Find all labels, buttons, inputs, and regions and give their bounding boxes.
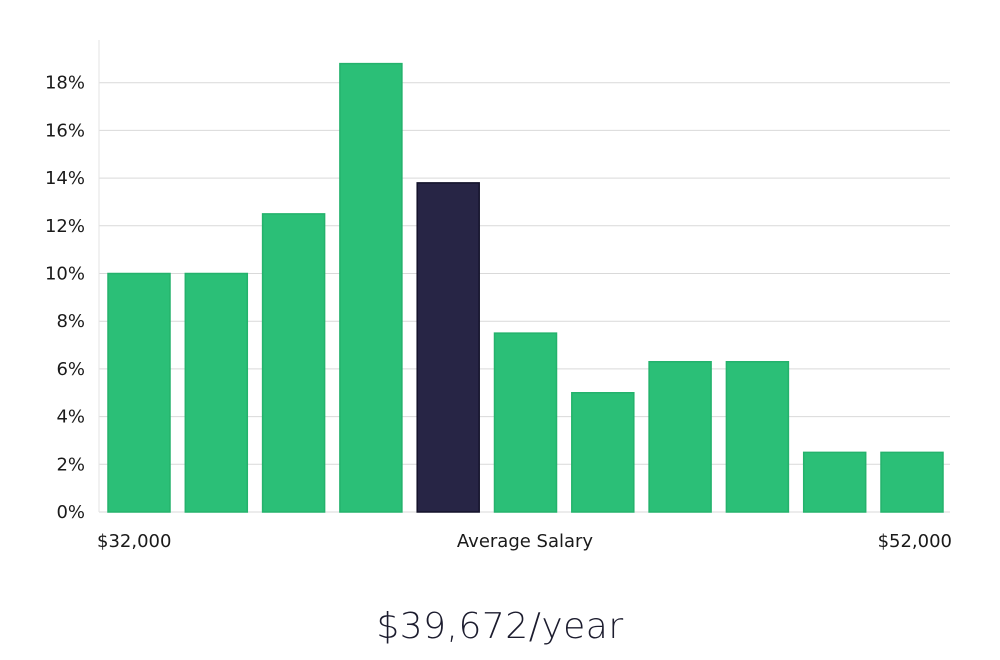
y-tick-label: 10%: [45, 264, 85, 285]
bar: [493, 332, 558, 513]
bars: [107, 62, 944, 513]
y-tick-label: 8%: [56, 311, 85, 332]
y-tick-label: 0%: [56, 502, 85, 523]
x-label-average: Average Salary: [457, 531, 594, 552]
bar: [261, 213, 326, 513]
y-tick-label: 12%: [45, 216, 85, 237]
bar: [648, 360, 712, 513]
x-label-max: $52,000: [878, 531, 952, 552]
bar-average-salary: [416, 182, 480, 513]
y-tick-label: 4%: [56, 407, 85, 428]
x-label-min: $32,000: [97, 531, 171, 552]
bar: [725, 360, 790, 513]
bar: [802, 451, 867, 513]
y-tick-label: 6%: [56, 359, 85, 380]
bar: [339, 62, 403, 513]
bar: [571, 392, 635, 513]
bar: [184, 272, 249, 513]
y-tick-label: 16%: [45, 120, 85, 141]
y-tick-labels: 0% 2% 4% 6% 8% 10% 12% 14% 16% 18%: [45, 73, 85, 523]
y-tick-label: 2%: [56, 454, 85, 475]
y-tick-label: 18%: [45, 73, 85, 94]
salary-distribution-chart: 0% 2% 4% 6% 8% 10% 12% 14% 16% 18% $32,000 Averag…: [45, 40, 952, 552]
y-tick-label: 14%: [45, 168, 85, 189]
bar: [107, 272, 171, 513]
average-salary-value: $39,672/year: [376, 606, 624, 647]
bar: [880, 451, 944, 513]
